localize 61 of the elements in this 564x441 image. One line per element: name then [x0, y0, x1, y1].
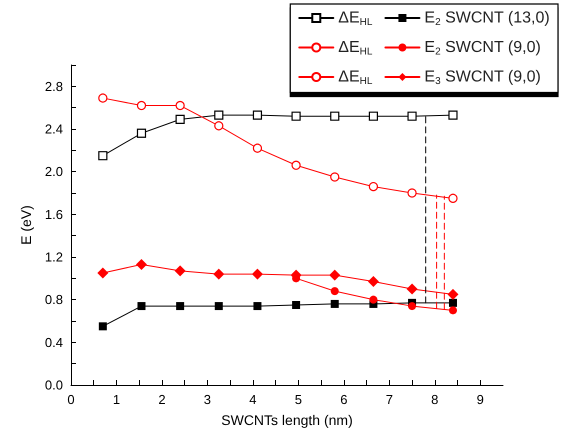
x-axis-title: SWCNTs length (nm): [221, 412, 353, 428]
point: [98, 93, 108, 103]
point: [136, 128, 146, 138]
point: [214, 110, 224, 120]
point: [253, 302, 262, 310]
x-tick-label: 2: [158, 392, 166, 407]
y-tick-label: 2.8: [44, 78, 63, 94]
point: [447, 288, 458, 300]
point: [368, 182, 378, 192]
point: [408, 302, 416, 310]
x-tick-label: 5: [294, 392, 302, 407]
point: [176, 100, 185, 110]
point: [407, 188, 417, 198]
point: [292, 160, 301, 170]
point: [407, 112, 417, 121]
x-tick-label: 7: [386, 392, 393, 407]
point: [98, 322, 107, 330]
point: [174, 265, 186, 276]
point: [214, 302, 223, 310]
x-tick-label: 4: [249, 392, 257, 407]
point: [176, 114, 185, 124]
point: [97, 268, 108, 278]
point: [252, 110, 262, 120]
y-tick-label: 1.6: [44, 206, 63, 222]
point: [291, 112, 301, 121]
point: [252, 268, 263, 280]
point: [292, 301, 300, 309]
point: [213, 268, 224, 280]
y-tick-label: 2.4: [44, 122, 63, 136]
y-tick-label: 1.2: [44, 250, 63, 264]
point: [369, 296, 378, 304]
point: [137, 302, 146, 310]
point: [330, 300, 339, 308]
point: [252, 144, 262, 153]
x-tick-label: 6: [340, 392, 348, 407]
point: [368, 276, 379, 288]
point: [214, 121, 224, 130]
x-tick-label: 3: [204, 392, 212, 407]
y-axis-title: E (eV): [18, 205, 34, 245]
y-tick-label: 2.0: [44, 164, 63, 180]
point: [448, 194, 458, 203]
point: [448, 306, 457, 314]
point: [406, 284, 418, 294]
point: [448, 298, 457, 307]
point: [136, 100, 146, 110]
point: [176, 302, 184, 310]
y-tick-label: 0.8: [44, 292, 63, 308]
x-tick-label: 0: [67, 392, 75, 407]
x-tick-label: 1: [112, 392, 120, 407]
x-tick-label: 8: [431, 392, 438, 407]
point: [368, 112, 378, 121]
y-tick-label: 0.0: [44, 378, 63, 392]
x-tick-label: 9: [476, 392, 484, 407]
point: [136, 258, 147, 270]
point: [448, 110, 458, 120]
point: [330, 172, 340, 182]
y-tick-label: 0.4: [44, 334, 63, 350]
point: [329, 270, 340, 281]
point: [330, 112, 340, 121]
point: [98, 151, 108, 160]
point: [330, 287, 339, 296]
